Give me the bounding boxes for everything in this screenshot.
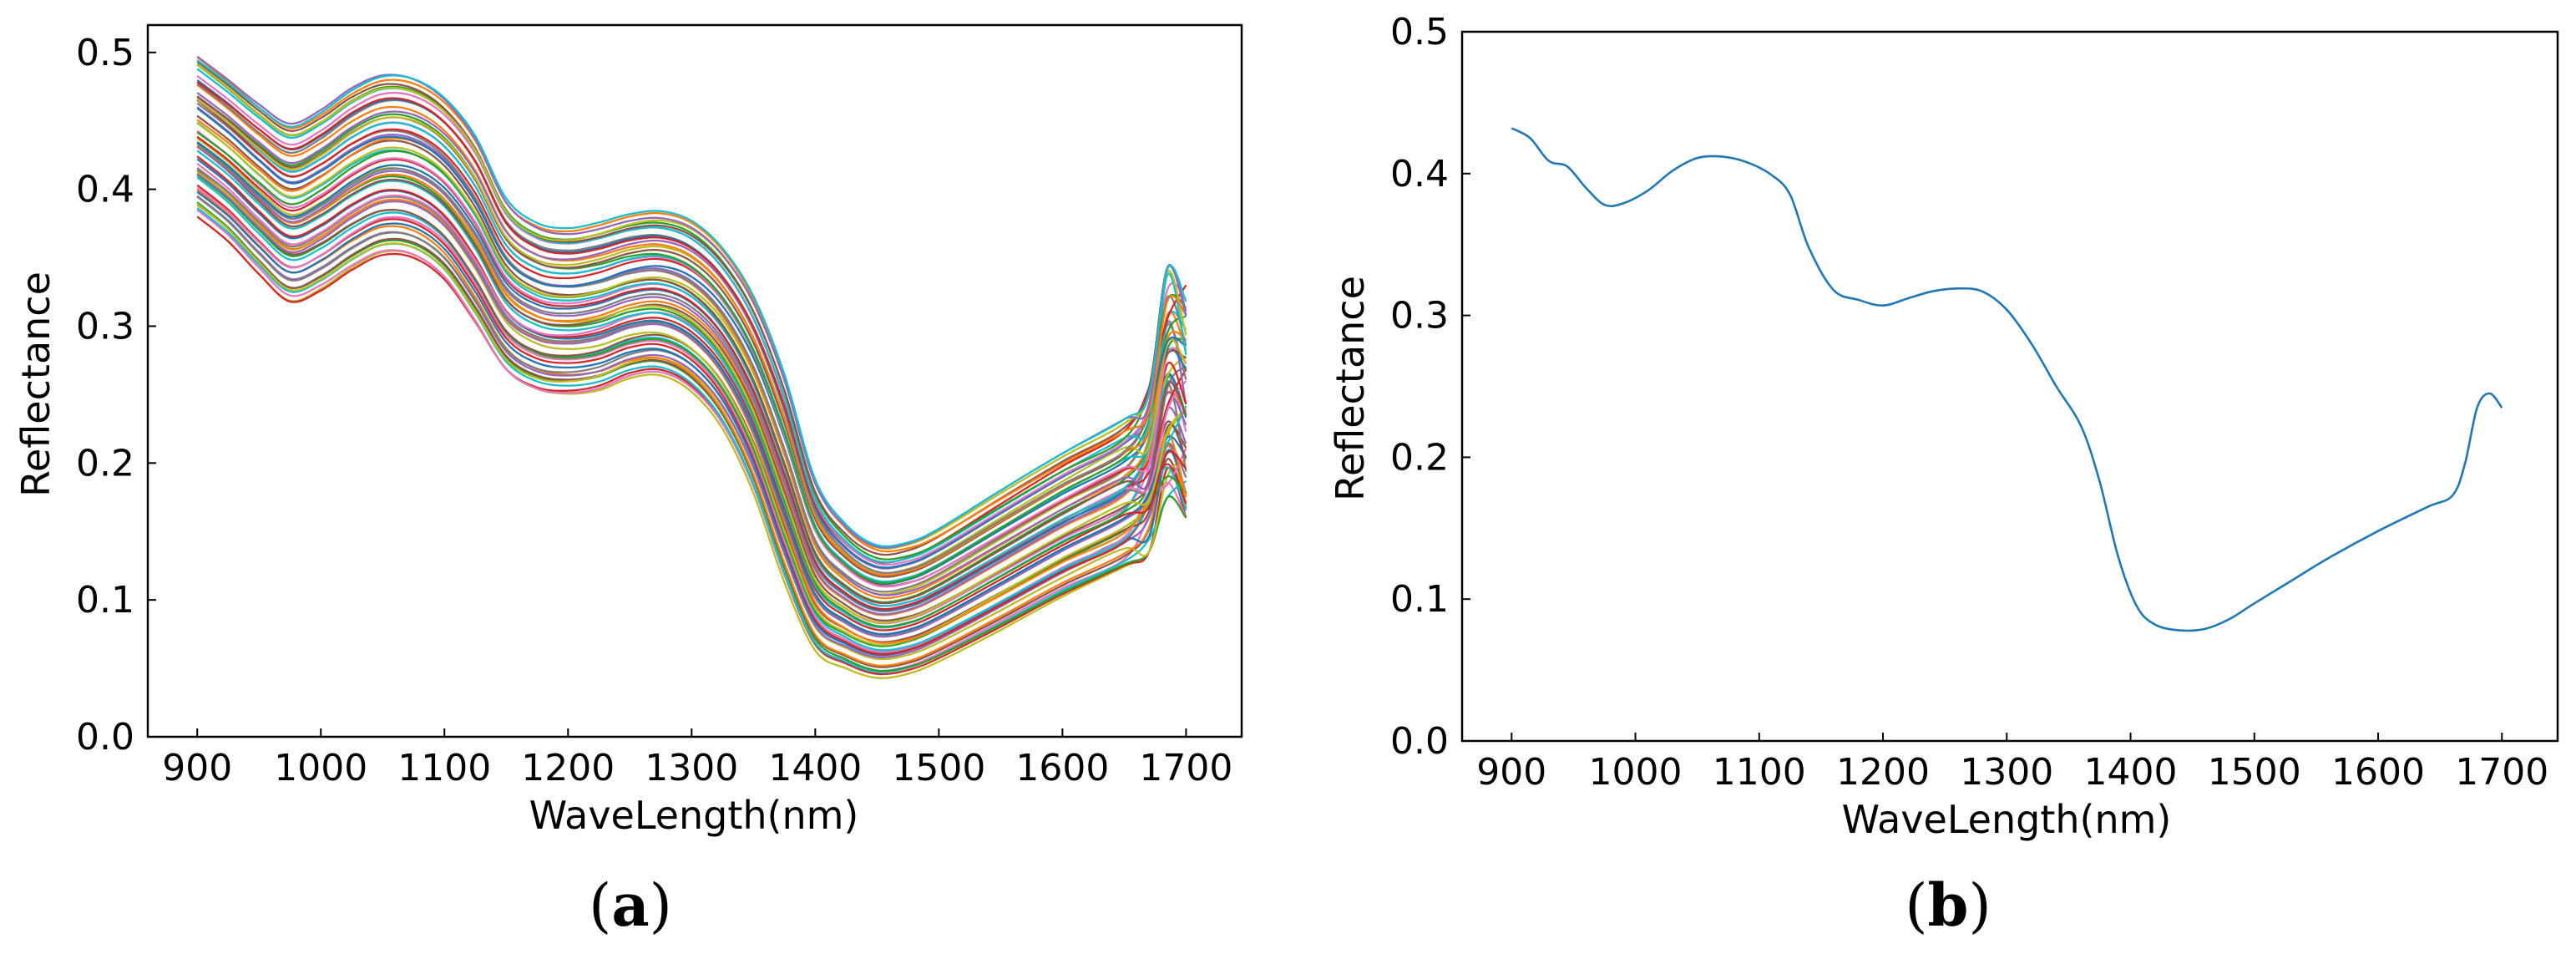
spectrum-line [196,176,1187,652]
spectrum-line [196,129,1187,607]
spectrum-line [196,195,1187,659]
spectrum-line [196,121,1187,607]
chart-a-x-axis-label: WaveLength(nm) [529,793,859,838]
chart-b-x-tick-label: 900 [1476,751,1546,794]
chart-a-plot-frame [146,23,1243,738]
chart-a: 900 1000 1100 1200 1300 1400 1500 1600 1700 0.0 0.… [76,23,1243,789]
spectrum-line [196,107,1187,586]
spectrum-line [196,145,1187,616]
chart-b-plot-frame [1460,30,2559,743]
mean-spectrum-line [1511,127,2503,632]
chart-b-x-tick-label: 1100 [1713,751,1806,794]
chart-b-y-tick-label: 0.3 [1390,295,1449,337]
chart-a-y-tick-label: 0.1 [76,579,134,622]
chart-b-x-tick-label: 1500 [2208,751,2301,794]
chart-b-x-tick-label: 1200 [1836,751,1930,794]
spectrum-line [196,59,1187,548]
spectrum-line [196,56,1187,553]
chart-a-y-axis-label: Reflectance [13,271,58,497]
chart-b-x-tick-label: 1700 [2455,751,2548,794]
spectrum-line [196,158,1187,636]
spectrum-line [196,63,1187,550]
panel-a-letter: a [611,870,649,940]
spectrum-line [196,92,1187,570]
spectrum-line [196,190,1187,657]
panel-b-caption: (b) [1905,870,1991,940]
spectrum-line [196,131,1187,604]
chart-b-y-tick-label: 0.5 [1390,11,1449,53]
spectrum-line [196,163,1187,625]
spectrum-line [196,63,1187,561]
chart-b-x-tick-label: 1400 [2084,751,2178,794]
chart-b-y-tick-label: 0.4 [1390,153,1449,195]
chart-a-y-tick-label: 0.2 [76,442,134,485]
chart-a-y-tick-label: 0.5 [76,32,134,74]
chart-a-x-tick-label: 1400 [768,747,862,789]
chart-a-x-tick-label: 900 [162,747,232,789]
chart-a-x-tick-label: 1000 [274,747,367,789]
spectrum-line [196,99,1187,575]
chart-b-x-tick-label: 1000 [1589,751,1683,794]
spectrum-line [196,184,1187,656]
spectrum-line [196,81,1187,564]
chart-b-x-tick-label: 1300 [1960,751,2053,794]
chart-a-y-tick-label: 0.3 [76,305,134,348]
spectrum-line [196,203,1187,668]
spectrum-line [196,216,1187,679]
chart-a-y-tick-label: 0.0 [76,716,134,759]
spectrum-line [196,216,1187,676]
chart-b-x-tick-label: 1600 [2331,751,2425,794]
spectrum-line [196,79,1187,569]
spectrum-line [196,95,1187,585]
spectrum-line [196,203,1187,661]
spectrum-line [196,189,1187,667]
spectrum-line [196,155,1187,632]
chart-a-x-tick-label: 1700 [1139,747,1232,789]
panel-b-letter: b [1928,870,1969,940]
chart-a-x-tick-label: 1600 [1015,747,1109,789]
spectrum-line [196,172,1187,638]
chart-b: 900 1000 1100 1200 1300 1400 1500 1600 1700 0.0 0.… [1390,11,2559,794]
spectrum-line [196,60,1187,556]
chart-a-y-tick-label: 0.4 [76,169,134,211]
spectrum-line [196,84,1187,576]
chart-b-x-axis-label: WaveLength(nm) [1842,797,2172,842]
spectrum-line [196,106,1187,596]
spectrum-line [196,209,1187,672]
panel-a-caption: (a) [589,870,672,940]
chart-b-y-tick-label: 0.1 [1390,578,1449,621]
chart-b-y-axis-label: Reflectance [1328,276,1373,501]
chart-a-x-tick-label: 1200 [521,747,615,789]
chart-a-x-tick-label: 1100 [397,747,491,789]
chart-a-x-tick-label: 1300 [645,747,738,789]
chart-b-y-tick-label: 0.0 [1390,720,1449,763]
chart-b-y-tick-label: 0.2 [1390,436,1449,479]
spectrum-line [196,122,1187,596]
chart-a-x-tick-label: 1500 [892,747,985,789]
